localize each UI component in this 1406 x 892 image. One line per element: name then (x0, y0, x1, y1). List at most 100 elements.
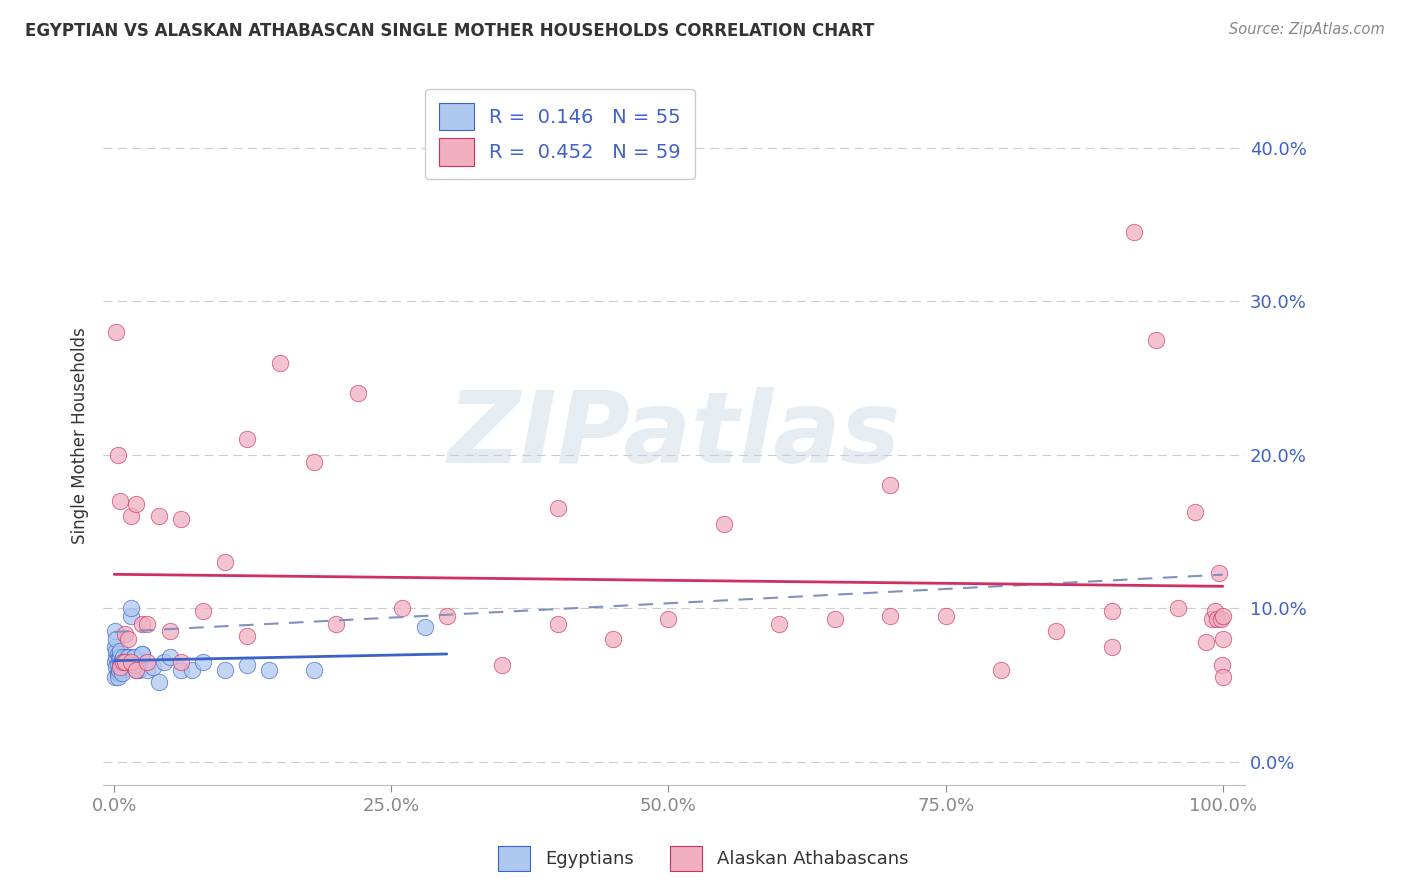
Point (236, 629, 259, 643)
Point (114, 655, 136, 669)
Point (120, 509, 142, 524)
Point (112, 658, 135, 673)
Point (1204, 604, 1226, 618)
Point (120, 601, 142, 615)
Point (170, 655, 193, 669)
Point (107, 665, 129, 680)
Point (191, 604, 214, 618)
Point (131, 648, 153, 662)
Point (657, 612, 679, 626)
Point (108, 650, 131, 665)
Point (142, 659, 165, 673)
Point (259, 663, 281, 677)
Point (170, 512, 193, 526)
Point (1144, 333, 1167, 347)
Legend: R =  0.146   N = 55, R =  0.452   N = 59: R = 0.146 N = 55, R = 0.452 N = 59 (425, 89, 695, 179)
Point (112, 655, 135, 669)
Point (302, 455, 325, 469)
Point (1195, 635, 1218, 649)
Point (108, 659, 131, 673)
Point (713, 516, 735, 531)
Point (105, 632, 128, 646)
Point (104, 640, 127, 654)
Point (1101, 604, 1123, 618)
Point (602, 632, 624, 646)
Point (1212, 670, 1234, 684)
Point (108, 644, 131, 658)
Point (107, 448, 129, 462)
Point (125, 655, 148, 669)
Point (108, 658, 131, 673)
Point (114, 655, 136, 669)
Point (547, 616, 569, 631)
Point (302, 663, 325, 677)
Point (107, 648, 129, 662)
Point (107, 663, 129, 677)
Point (112, 655, 135, 669)
Point (112, 655, 135, 669)
Point (214, 555, 236, 569)
Point (105, 659, 128, 673)
Point (125, 663, 148, 677)
Point (122, 650, 145, 665)
Point (159, 650, 181, 665)
Text: ZIPatlas: ZIPatlas (447, 387, 901, 484)
Point (131, 648, 153, 662)
Point (136, 616, 159, 631)
Point (131, 616, 153, 631)
Point (104, 670, 127, 684)
Point (104, 624, 127, 639)
Point (122, 658, 145, 673)
Point (1201, 612, 1223, 626)
Point (117, 632, 139, 646)
Point (107, 658, 129, 673)
Point (325, 616, 347, 631)
Point (413, 620, 436, 634)
Point (111, 665, 134, 680)
Point (1167, 601, 1189, 615)
Point (105, 644, 128, 658)
Point (1211, 658, 1233, 673)
Point (1212, 608, 1234, 623)
Point (110, 655, 132, 669)
Point (1045, 624, 1067, 639)
Point (391, 601, 413, 615)
Point (114, 655, 136, 669)
Point (879, 608, 901, 623)
Point (768, 616, 790, 631)
Point (125, 497, 148, 511)
Point (1208, 566, 1230, 580)
Point (107, 665, 129, 680)
Point (170, 663, 193, 677)
Point (191, 655, 214, 669)
Point (120, 655, 142, 669)
Point (105, 325, 128, 339)
Point (104, 655, 127, 669)
Point (824, 612, 846, 626)
Point (122, 650, 145, 665)
Point (114, 627, 136, 641)
Point (990, 663, 1012, 677)
Point (136, 663, 159, 677)
Point (117, 650, 139, 665)
Legend: Egyptians, Alaskan Athabascans: Egyptians, Alaskan Athabascans (491, 838, 915, 879)
Point (148, 674, 170, 689)
Point (180, 663, 202, 677)
Point (148, 509, 170, 524)
Point (108, 493, 131, 508)
Point (1212, 632, 1234, 646)
Point (107, 670, 129, 684)
Point (115, 650, 138, 665)
Point (105, 650, 128, 665)
Point (269, 356, 291, 370)
Point (125, 663, 148, 677)
Point (236, 433, 259, 447)
Point (153, 655, 176, 669)
Point (159, 624, 181, 639)
Point (120, 608, 142, 623)
Point (214, 663, 236, 677)
Text: EGYPTIAN VS ALASKAN ATHABASCAN SINGLE MOTHER HOUSEHOLDS CORRELATION CHART: EGYPTIAN VS ALASKAN ATHABASCAN SINGLE MO… (25, 22, 875, 40)
Point (1123, 225, 1146, 239)
Y-axis label: Single Mother Households: Single Mother Households (72, 327, 89, 544)
Point (1209, 612, 1232, 626)
